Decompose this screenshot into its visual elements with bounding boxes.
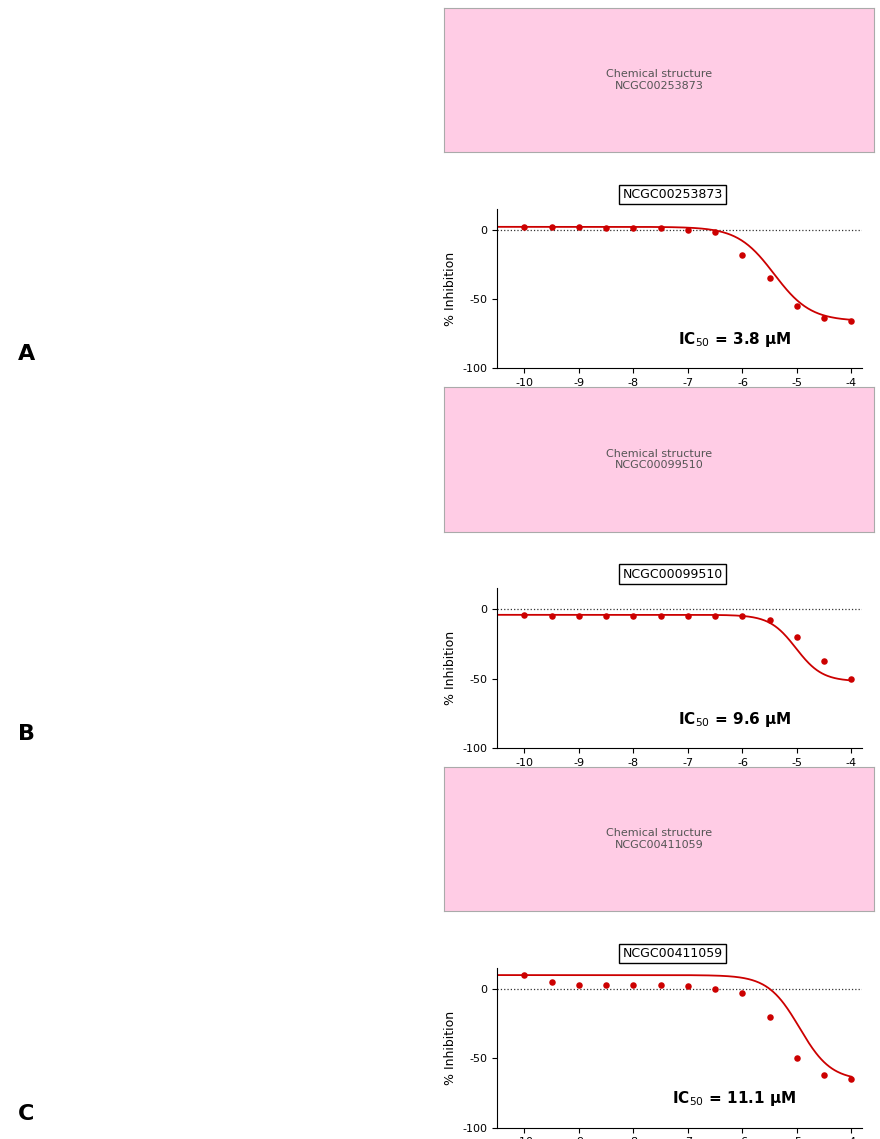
Point [572,607,586,625]
Point [845,670,859,688]
Point [763,1008,777,1026]
Point [599,219,613,237]
Text: NCGC00411059: NCGC00411059 [622,948,722,960]
Point [654,607,668,625]
Point [627,607,641,625]
Point [708,607,722,625]
Text: NCGC00253873: NCGC00253873 [622,188,722,200]
Point [736,984,750,1002]
Point [627,219,641,237]
Point [517,606,532,624]
X-axis label: Log[Compound], M: Log[Compound], M [620,773,739,786]
Point [818,310,832,328]
Text: Chemical structure
NCGC00099510: Chemical structure NCGC00099510 [606,449,712,470]
Text: IC$_{50}$ = 3.8 μM: IC$_{50}$ = 3.8 μM [678,330,791,349]
Point [763,269,777,287]
Point [763,612,777,630]
Point [790,628,804,646]
Text: B: B [18,724,34,744]
Point [708,223,722,241]
Point [818,652,832,670]
Text: IC$_{50}$ = 9.6 μM: IC$_{50}$ = 9.6 μM [678,710,791,729]
Point [654,219,668,237]
Point [736,246,750,264]
Point [627,976,641,994]
Point [681,977,695,995]
Point [818,1066,832,1084]
Y-axis label: % Inhibition: % Inhibition [444,252,457,326]
Text: A: A [18,344,35,364]
Point [845,312,859,330]
Text: Chemical structure
NCGC00253873: Chemical structure NCGC00253873 [606,69,712,90]
Point [681,221,695,239]
Point [599,607,613,625]
Point [599,976,613,994]
Point [517,218,532,236]
Text: Chemical structure
NCGC00411059: Chemical structure NCGC00411059 [606,828,712,850]
Point [545,607,559,625]
X-axis label: Log[Compound], M: Log[Compound], M [620,394,739,407]
Point [572,976,586,994]
Point [708,980,722,998]
Point [681,607,695,625]
Y-axis label: % Inhibition: % Inhibition [444,631,457,705]
Point [545,218,559,236]
Point [790,1049,804,1067]
Point [736,607,750,625]
Point [572,218,586,236]
Point [545,973,559,991]
Text: C: C [18,1104,34,1124]
Text: NCGC00099510: NCGC00099510 [622,567,722,581]
Point [845,1070,859,1088]
Y-axis label: % Inhibition: % Inhibition [444,1010,457,1085]
Point [790,297,804,316]
Text: IC$_{50}$ = 11.1 μM: IC$_{50}$ = 11.1 μM [672,1089,796,1108]
Point [654,976,668,994]
Point [517,966,532,984]
